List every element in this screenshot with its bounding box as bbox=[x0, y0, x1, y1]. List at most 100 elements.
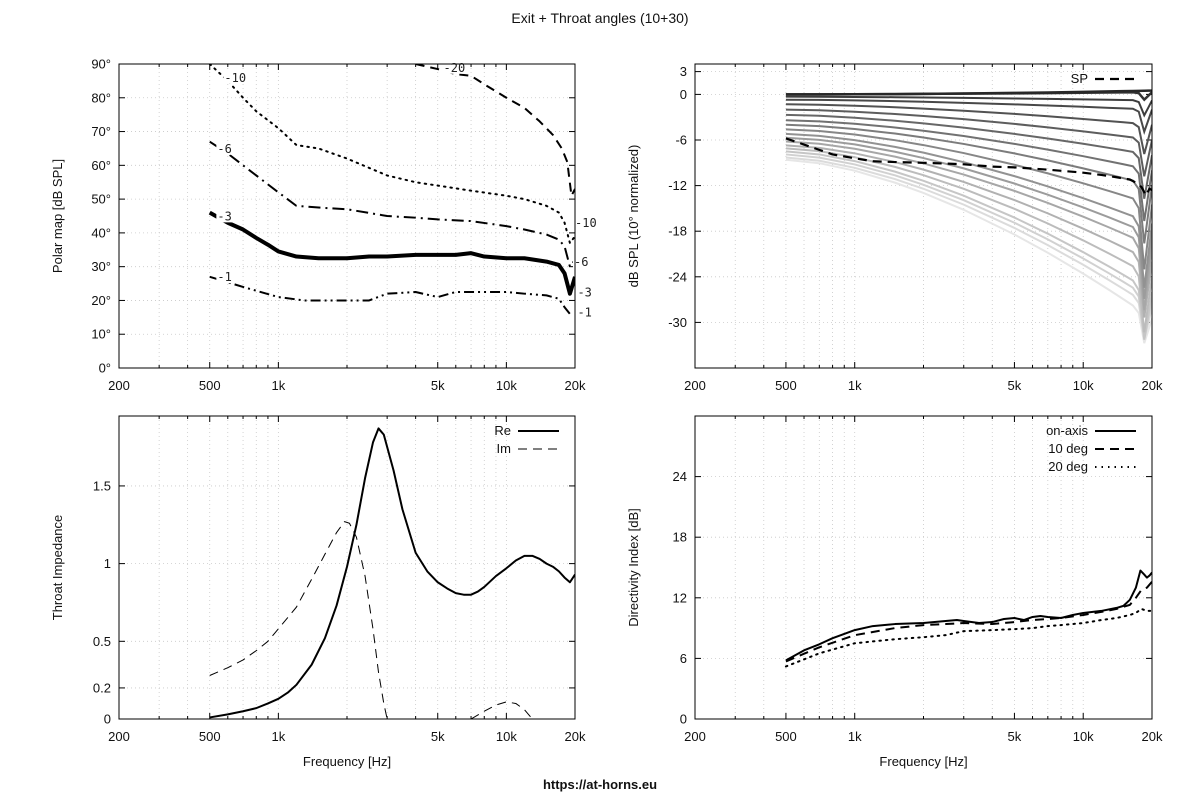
chart-polar-contour-label-bg bbox=[573, 255, 591, 268]
chart-directivity-plot-area bbox=[784, 569, 1152, 668]
chart-polar-plot-area bbox=[208, 64, 575, 315]
chart-impedance-ytick-label: 1.5 bbox=[93, 478, 111, 493]
chart-directivity-xlabel: Frequency [Hz] bbox=[879, 754, 967, 769]
chart-directivity-legend-label: 20 deg bbox=[1048, 459, 1088, 474]
chart-polar-series-minus-20 bbox=[415, 64, 575, 197]
chart-polar-xtick-label: 1k bbox=[271, 378, 285, 393]
chart-directivity-frame bbox=[694, 415, 1153, 720]
chart-polar-frame bbox=[118, 63, 576, 369]
chart-impedance-xtick-label: 5k bbox=[431, 729, 445, 744]
chart-impedance-series-Im bbox=[209, 521, 388, 719]
chart-normalized-ylabel: dB SPL (10° normalized) bbox=[626, 145, 641, 288]
chart-directivity-xtick-label: 10k bbox=[1073, 729, 1094, 744]
chart-normalized-ytick-label: -6 bbox=[675, 133, 687, 148]
chart-impedance-legend-label: Re bbox=[494, 423, 511, 438]
chart-polar-contour-label-bg bbox=[216, 271, 234, 284]
chart-normalized-angle-curve bbox=[785, 108, 1152, 177]
chart-normalized-angle-curve bbox=[785, 128, 1152, 270]
chart-impedance-ytick-label: 0.2 bbox=[93, 680, 111, 695]
chart-normalized-angle-curve bbox=[785, 89, 1152, 96]
chart-polar-ytick-label: 30° bbox=[91, 259, 111, 274]
chart-polar-xtick-label: 200 bbox=[108, 378, 130, 393]
chart-polar-ytick-label: 60° bbox=[91, 158, 111, 173]
chart-impedance-xtick-label: 1k bbox=[271, 729, 285, 744]
chart-polar-contour-label: -20 bbox=[444, 61, 466, 75]
chart-normalized-angle-curve bbox=[785, 119, 1152, 222]
chart-normalized-angle-curve bbox=[785, 98, 1152, 136]
chart-impedance-xtick-label: 20k bbox=[565, 729, 586, 744]
chart-polar-series-minus-1 bbox=[209, 275, 571, 315]
chart-polar-contour-label: -3 bbox=[217, 209, 231, 223]
chart-directivity-ytick-label: 18 bbox=[673, 530, 687, 545]
chart-polar-xtick-label: 10k bbox=[496, 378, 517, 393]
chart-impedance-plot-area bbox=[209, 427, 575, 719]
chart-polar-ylabel: Polar map [dB SPL] bbox=[50, 159, 65, 273]
chart-impedance-ytick-label: 0.5 bbox=[93, 634, 111, 649]
chart-directivity-series-20-deg bbox=[784, 607, 1152, 668]
chart-polar-series-minus-6 bbox=[209, 140, 575, 268]
chart-polar-xtick-label: 500 bbox=[199, 378, 221, 393]
chart-normalized-xtick-label: 20k bbox=[1142, 378, 1163, 393]
chart-polar-ytick-label: 0° bbox=[99, 361, 111, 376]
chart-normalized-angle-curve bbox=[785, 150, 1152, 340]
chart-normalized-ytick-label: 3 bbox=[680, 64, 687, 79]
chart-polar-contour-label-bg bbox=[574, 217, 599, 230]
chart-normalized-ytick-label: -30 bbox=[668, 315, 687, 330]
chart-polar-contour-label: -3 bbox=[577, 285, 591, 299]
chart-polar-contour-label-bg bbox=[216, 142, 234, 155]
chart-normalized-xtick-label: 200 bbox=[684, 378, 706, 393]
chart-polar-ytick-label: 20° bbox=[91, 293, 111, 308]
chart-polar-contour-label: -1 bbox=[577, 306, 591, 320]
chart-directivity-series-on-axis bbox=[785, 569, 1152, 662]
chart-directivity-ytick-label: 6 bbox=[680, 651, 687, 666]
chart-polar-ytick-label: 90° bbox=[91, 57, 111, 72]
chart-impedance-xlabel: Frequency [Hz] bbox=[303, 754, 391, 769]
chart-polar-series-minus-10 bbox=[208, 64, 575, 245]
chart-polar-ytick-label: 10° bbox=[91, 327, 111, 342]
chart-normalized-xtick-label: 10k bbox=[1073, 378, 1094, 393]
chart-normalized-angle-curve bbox=[785, 103, 1152, 155]
panel-directivity-index: 200 500 1k 5k 10k 20k 0 6 12 18 24 Directivity Inde… bbox=[626, 415, 1163, 769]
chart-impedance-series-Re bbox=[209, 427, 575, 719]
chart-directivity-series-10-deg bbox=[785, 580, 1152, 663]
chart-directivity-xtick-label: 5k bbox=[1008, 729, 1022, 744]
figure-title: Exit + Throat angles (10+30) bbox=[511, 10, 688, 26]
chart-directivity-ytick-label: 0 bbox=[680, 712, 687, 727]
chart-polar-contour-label: -1 bbox=[217, 270, 231, 284]
chart-impedance-legend-label: Im bbox=[497, 441, 511, 456]
chart-normalized-legend-label: SP bbox=[1071, 71, 1088, 86]
chart-normalized-ytick-label: -24 bbox=[668, 269, 687, 284]
chart-directivity-legend-label: on-axis bbox=[1046, 423, 1088, 438]
chart-directivity-ytick-label: 24 bbox=[673, 469, 687, 484]
chart-normalized-ytick-label: 0 bbox=[680, 87, 687, 102]
footer-url: https://at-horns.eu bbox=[543, 777, 657, 792]
chart-polar-xtick-label: 20k bbox=[565, 378, 586, 393]
chart-impedance-ytick-label: 1 bbox=[104, 556, 111, 571]
chart-impedance-xtick-label: 200 bbox=[108, 729, 130, 744]
chart-impedance-xtick-label: 10k bbox=[496, 729, 517, 744]
chart-impedance-frame bbox=[118, 415, 576, 720]
chart-normalized-xtick-label: 5k bbox=[1008, 378, 1022, 393]
chart-polar-contour-label-bg bbox=[223, 71, 249, 84]
chart-polar-ytick-label: 50° bbox=[91, 192, 111, 207]
chart-polar-contour-label-bg bbox=[576, 306, 594, 319]
chart-normalized-xtick-label: 500 bbox=[775, 378, 797, 393]
chart-polar-contour-label-bg bbox=[442, 61, 468, 74]
panel-throat-impedance: 200 500 1k 5k 10k 20k 0 0.2 0.5 1 1.5 Throat Impeda… bbox=[50, 415, 586, 769]
chart-normalized-angle-curve bbox=[785, 123, 1152, 244]
chart-polar-xtick-label: 5k bbox=[431, 378, 445, 393]
chart-impedance-ylabel: Throat Impedance bbox=[50, 515, 65, 621]
chart-normalized-xtick-label: 1k bbox=[848, 378, 862, 393]
chart-normalized-angle-curve bbox=[785, 95, 1152, 118]
chart-normalized-series-SP bbox=[785, 137, 1152, 197]
chart-normalized-ytick-label: -12 bbox=[668, 178, 687, 193]
chart-directivity-xtick-label: 1k bbox=[848, 729, 862, 744]
chart-directivity-xtick-label: 500 bbox=[775, 729, 797, 744]
chart-polar-contour-label: -10 bbox=[224, 71, 246, 85]
panel-polar-map: 200 500 1k 5k 10k 20k 0° 10° 20° 30° 40° 50° 60° 70° 8… bbox=[50, 57, 599, 393]
chart-polar-contour-label-bg bbox=[216, 210, 234, 223]
chart-directivity-legend-label: 10 deg bbox=[1048, 441, 1088, 456]
chart-impedance-series-Im bbox=[470, 701, 533, 719]
chart-directivity-ytick-label: 12 bbox=[673, 590, 687, 605]
chart-directivity-ylabel: Directivity Index [dB] bbox=[626, 508, 641, 627]
